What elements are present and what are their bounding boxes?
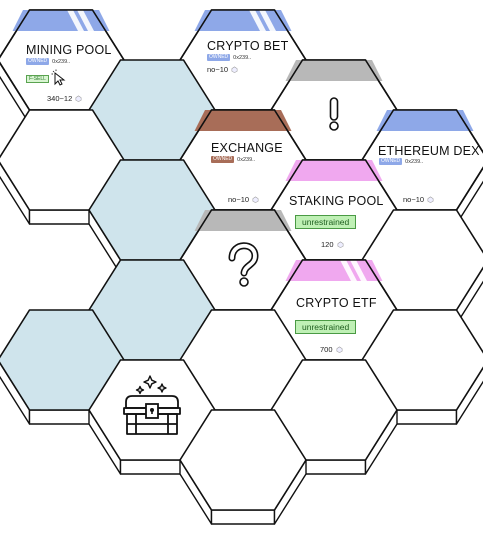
treasure-chest-icon [123, 375, 181, 435]
owner-row-exchange: OWNED 0x239.. [211, 156, 255, 163]
owned-badge: OWNED [207, 54, 231, 61]
tile-title-staking-pool: STAKING POOL [289, 194, 384, 208]
f-sell-label: F-SELL [26, 75, 49, 83]
owned-badge: OWNED [26, 58, 50, 65]
gem-icon [337, 241, 343, 248]
status-label: unrestrained [295, 320, 357, 334]
gem-icon [75, 95, 82, 102]
stat-crypto-etf: 700 [320, 345, 343, 354]
owner-address: 0x239.. [405, 158, 424, 165]
tile-empty [179, 409, 307, 525]
tile-title-ethereum-dex: ETHEREUM DEX [378, 144, 480, 158]
tile-title-crypto-bet: CRYPTO BET [207, 39, 289, 53]
f-sell-button[interactable]: F-SELL [26, 67, 49, 85]
stat-crypto-bet: no~10 [207, 65, 238, 74]
owned-badge: OWNED [211, 156, 235, 163]
stat-exchange: no~10 [228, 195, 259, 204]
stat-value: no~10 [403, 195, 425, 204]
stat-value: no~10 [228, 195, 250, 204]
owned-badge: OWNED [379, 158, 403, 165]
stat-value: no~10 [207, 65, 229, 74]
stat-value: 340~12 [47, 94, 73, 103]
stat-ethereum-dex: no~10 [403, 195, 434, 204]
stat-value: 700 [320, 345, 333, 354]
stat-value: 120 [321, 240, 334, 249]
stat-staking-pool: 120 [321, 240, 344, 249]
owner-address: 0x239.. [52, 58, 71, 65]
cursor-icon [51, 69, 66, 86]
owner-row-crypto-bet: OWNED 0x239.. [207, 54, 251, 61]
status-badge-staking-pool: unrestrained [295, 212, 357, 230]
owner-address: 0x239.. [233, 54, 252, 61]
tile-title-crypto-etf: CRYPTO ETF [296, 296, 377, 310]
owner-row-mining-pool: OWNED 0x239.. [26, 58, 70, 65]
gem-icon [231, 66, 238, 73]
owner-row-ethereum-dex: OWNED 0x239.. [379, 158, 423, 165]
tile-title-mining-pool: MINING POOL [26, 43, 112, 57]
exclamation-icon [329, 97, 339, 131]
status-label: unrestrained [295, 215, 357, 229]
tile-title-exchange: EXCHANGE [211, 141, 283, 155]
gem-icon [336, 346, 342, 353]
status-badge-crypto-etf: unrestrained [295, 317, 357, 335]
gem-icon [252, 196, 259, 203]
owner-address: 0x239.. [237, 156, 256, 163]
tile-empty [270, 359, 398, 475]
gem-icon [427, 196, 434, 203]
stat-mining-pool: 340~12 [47, 94, 82, 103]
question-mark-icon [228, 242, 259, 287]
